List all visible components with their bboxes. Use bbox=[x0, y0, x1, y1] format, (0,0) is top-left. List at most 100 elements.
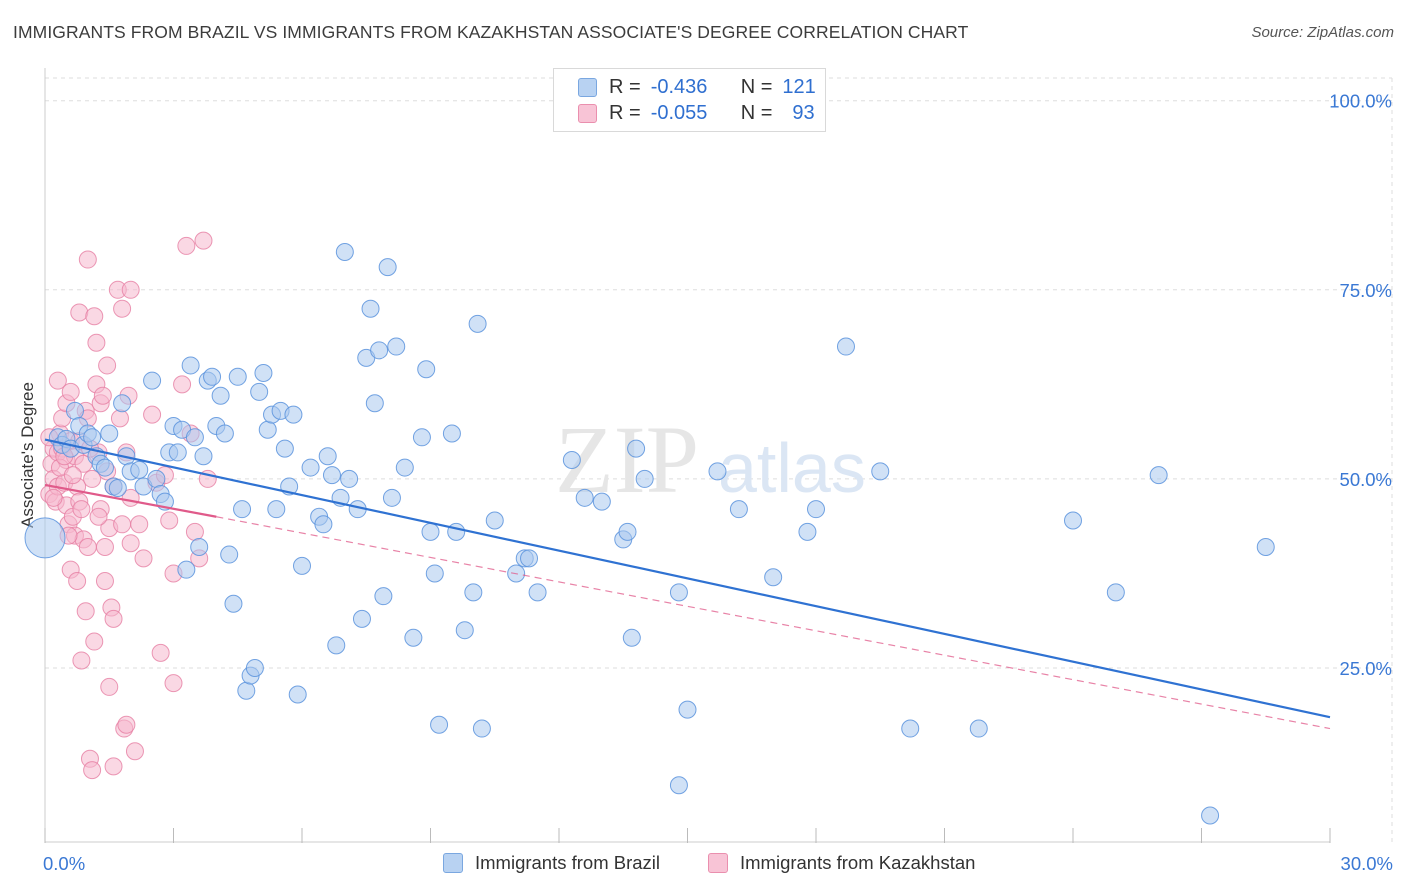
brazil-point bbox=[404, 628, 423, 647]
brazil-point bbox=[314, 515, 333, 534]
brazil-point bbox=[442, 424, 461, 443]
x-tick-label-max: 30.0% bbox=[1341, 853, 1393, 874]
brazil-point bbox=[181, 356, 200, 375]
brazil-point bbox=[327, 636, 346, 655]
kazakhstan-point bbox=[130, 515, 149, 534]
brazil-legend-swatch bbox=[443, 853, 463, 873]
y-tick-label: 25.0% bbox=[1340, 658, 1392, 679]
brazil-point bbox=[228, 367, 247, 386]
brazil-point bbox=[1256, 537, 1275, 556]
brazil-point bbox=[237, 681, 256, 700]
brazil-points bbox=[24, 242, 1275, 825]
kazakhstan-point bbox=[177, 236, 196, 255]
brazil-point bbox=[669, 776, 688, 795]
kazakhstan-point bbox=[87, 333, 106, 352]
kazakhstan-point bbox=[76, 602, 95, 621]
kazakhstan-point bbox=[78, 250, 97, 269]
kazakhstan-point bbox=[113, 515, 132, 534]
legend-item-brazil[interactable]: Immigrants from Brazil bbox=[443, 852, 660, 874]
brazil-point bbox=[1201, 806, 1220, 825]
kazakhstan-point bbox=[194, 231, 213, 250]
kazakhstan-trend-line bbox=[44, 483, 217, 518]
brazil-point bbox=[365, 394, 384, 413]
brazil-point bbox=[190, 537, 209, 556]
kazakhstan-r-value: -0.055 bbox=[650, 101, 708, 124]
brazil-point bbox=[421, 522, 440, 541]
brazil-point bbox=[447, 522, 466, 541]
brazil-point bbox=[100, 424, 119, 443]
legend-row-kazakhstan: R = -0.055 N = 93 bbox=[578, 101, 815, 125]
brazil-point bbox=[807, 500, 825, 519]
y-tick-label: 100.0% bbox=[1329, 91, 1392, 112]
brazil-point bbox=[871, 462, 890, 481]
r-label: R = bbox=[609, 75, 641, 98]
brazil-point bbox=[284, 405, 303, 424]
brazil-point bbox=[177, 560, 196, 579]
brazil-point bbox=[901, 719, 920, 738]
kazakhstan-point bbox=[160, 511, 179, 530]
brazil-point bbox=[374, 587, 393, 606]
kazakhstan-point bbox=[95, 537, 114, 556]
kazakhstan-point bbox=[83, 469, 102, 488]
brazil-point bbox=[592, 492, 611, 511]
brazil-r-value: -0.436 bbox=[650, 75, 708, 98]
n-label: N = bbox=[740, 101, 773, 124]
brazil-point bbox=[254, 364, 273, 383]
kazakhstan-point bbox=[117, 715, 136, 734]
brazil-point bbox=[267, 500, 286, 519]
n-label: N = bbox=[740, 75, 773, 98]
axes bbox=[44, 68, 1331, 843]
brazil-point bbox=[622, 628, 641, 647]
brazil-legend-label: Immigrants from Brazil bbox=[475, 852, 661, 873]
kazakhstan-point bbox=[72, 500, 91, 519]
brazil-point bbox=[215, 424, 234, 443]
kazakhstan-point bbox=[125, 742, 144, 761]
brazil-point bbox=[627, 439, 646, 458]
brazil-point bbox=[455, 621, 474, 640]
brazil-point bbox=[1149, 466, 1168, 485]
brazil-point bbox=[318, 447, 337, 466]
brazil-point bbox=[412, 428, 431, 447]
kazakhstan-point bbox=[121, 280, 140, 299]
kazakhstan-point bbox=[93, 386, 112, 405]
brazil-point bbox=[468, 314, 487, 333]
kazakhstan-point bbox=[173, 375, 192, 394]
brazil-point bbox=[203, 367, 222, 386]
brazil-point bbox=[113, 394, 132, 413]
correlation-legend: R = -0.436 N = 121 R = -0.055 N = 93 bbox=[553, 68, 826, 132]
brazil-point bbox=[288, 685, 307, 704]
kazakhstan-n-value: 93 bbox=[792, 101, 815, 124]
kazakhstan-legend-swatch bbox=[708, 853, 728, 873]
brazil-point bbox=[1106, 583, 1125, 602]
brazil-point bbox=[233, 500, 252, 519]
brazil-point bbox=[194, 447, 213, 466]
kazakhstan-point bbox=[185, 522, 204, 541]
brazil-point bbox=[417, 360, 436, 379]
brazil-point bbox=[65, 401, 84, 420]
brazil-point bbox=[340, 469, 359, 488]
brazil-point bbox=[95, 458, 114, 477]
brazil-point bbox=[378, 258, 397, 277]
brazil-point bbox=[322, 466, 341, 485]
source-label: Source: ZipAtlas.com bbox=[1251, 24, 1394, 41]
kazakhstan-point bbox=[104, 757, 123, 776]
brazil-point bbox=[168, 443, 187, 462]
brazil-point bbox=[528, 583, 547, 602]
y-tick-label: 50.0% bbox=[1340, 469, 1392, 490]
brazil-point bbox=[764, 568, 783, 587]
brazil-point bbox=[130, 460, 149, 479]
brazil-point bbox=[211, 386, 230, 405]
brazil-point bbox=[678, 700, 697, 719]
kazakhstan-trend-extension bbox=[216, 516, 1331, 730]
legend-row-brazil: R = -0.436 N = 121 bbox=[578, 75, 816, 99]
brazil-point bbox=[669, 583, 688, 602]
legend-item-kazakhstan[interactable]: Immigrants from Kazakhstan bbox=[708, 852, 975, 874]
brazil-point bbox=[24, 517, 66, 559]
kazakhstan-point bbox=[95, 572, 114, 591]
brazil-point bbox=[382, 488, 401, 507]
brazil-point bbox=[301, 458, 320, 477]
kazakhstan-point bbox=[68, 572, 87, 591]
brazil-point bbox=[293, 556, 311, 575]
brazil-point bbox=[220, 545, 239, 564]
brazil-point bbox=[425, 564, 444, 583]
